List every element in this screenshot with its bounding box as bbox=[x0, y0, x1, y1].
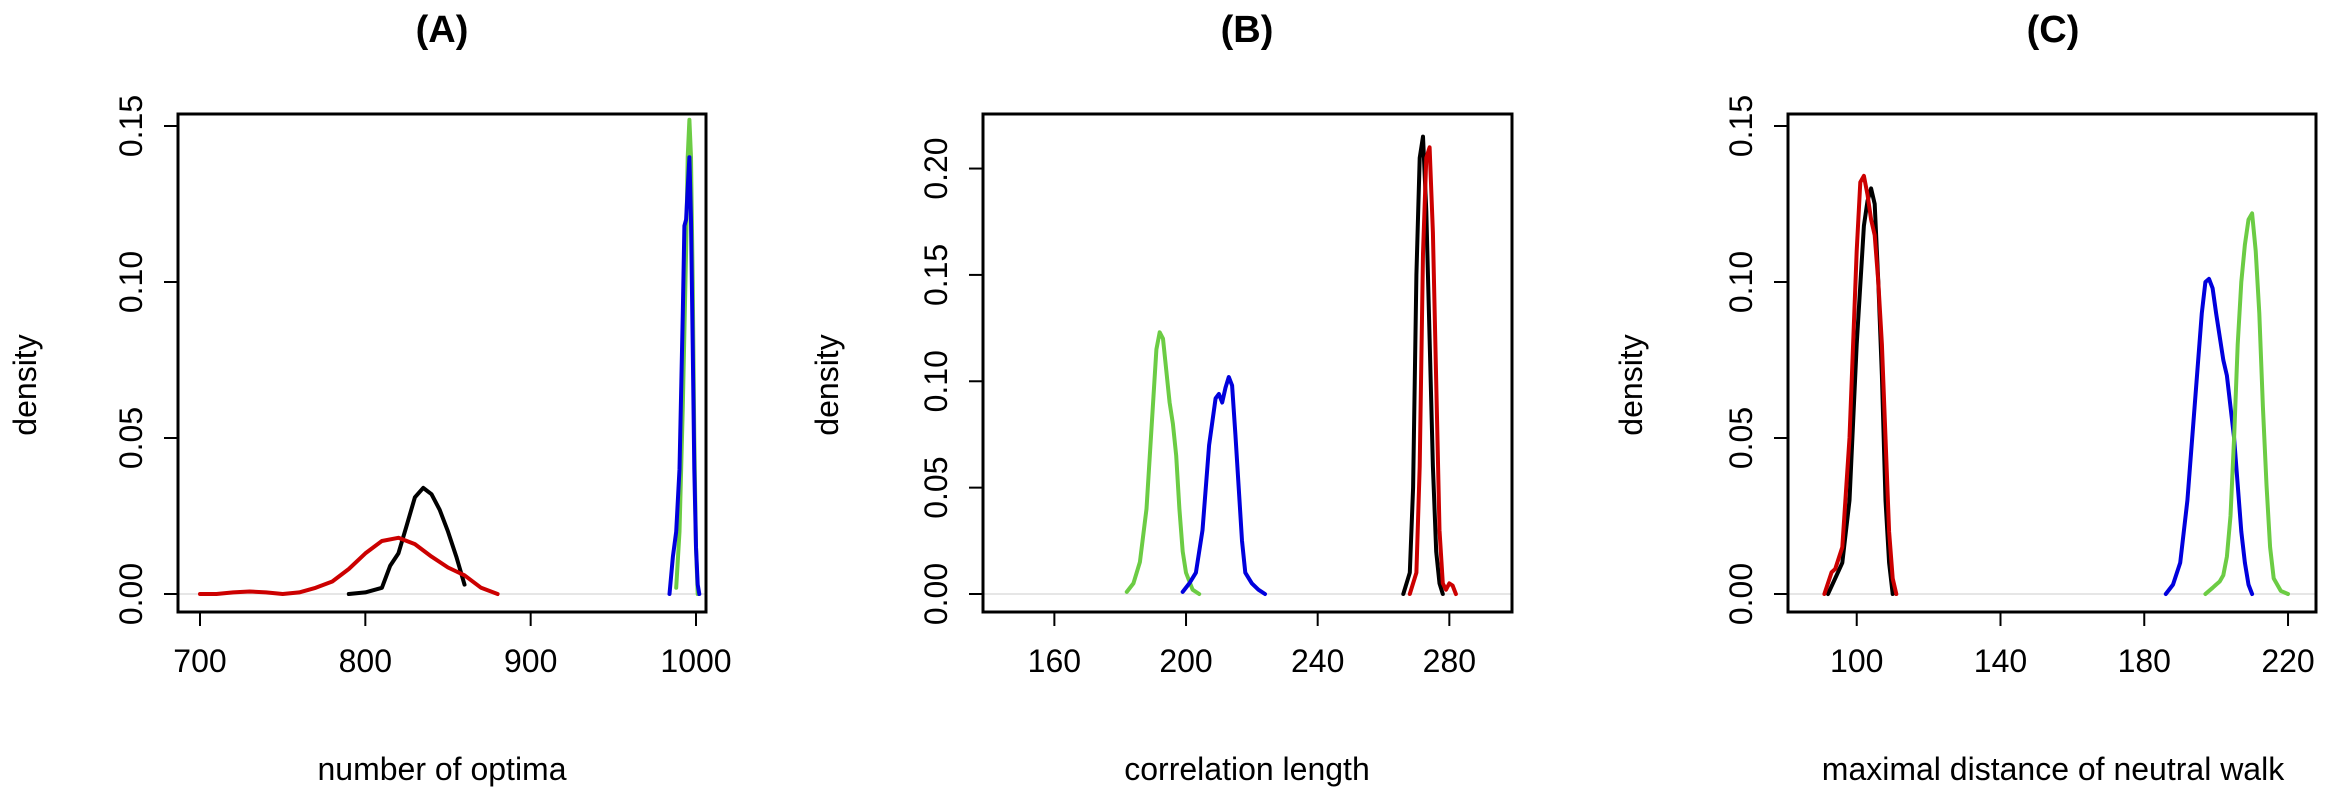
density-curve bbox=[1124, 330, 1202, 596]
y-tick-label: 0.15 bbox=[918, 244, 954, 306]
y-axis-label: density bbox=[1613, 334, 1649, 435]
panel-c: (C) density maximal distance of neutral … bbox=[1613, 9, 2318, 787]
plot-frame bbox=[1786, 112, 2318, 614]
y-tick-label: 0.00 bbox=[1723, 563, 1759, 625]
y-tick-label: 0.05 bbox=[113, 407, 149, 469]
x-tick-label: 800 bbox=[339, 643, 392, 679]
x-axis-label: number of optima bbox=[317, 751, 566, 787]
x-tick-label: 220 bbox=[2261, 643, 2314, 679]
x-tick-label: 200 bbox=[1159, 643, 1212, 679]
panel-title: (A) bbox=[416, 9, 469, 51]
x-tick-label: 160 bbox=[1028, 643, 1081, 679]
y-tick-label: 0.10 bbox=[918, 350, 954, 412]
x-tick-label: 1000 bbox=[660, 643, 731, 679]
density-curve bbox=[1180, 375, 1267, 596]
y-tick-label: 0.05 bbox=[1723, 407, 1759, 469]
x-tick-label: 240 bbox=[1291, 643, 1344, 679]
plot-frame bbox=[981, 112, 1514, 614]
y-tick-label: 0.20 bbox=[918, 137, 954, 199]
panel-b: (B) density correlation length 160 200 240… bbox=[809, 9, 1514, 787]
y-tick-label: 0.15 bbox=[113, 95, 149, 157]
density-curve bbox=[198, 535, 500, 596]
plot-frame bbox=[176, 112, 708, 614]
plot-area: 700 800 900 1000 0.00 0.05 0.10 0.15 bbox=[113, 95, 732, 679]
y-tick-label: 0.15 bbox=[1723, 95, 1759, 157]
y-tick-label: 0.10 bbox=[1723, 251, 1759, 313]
y-axis-label: density bbox=[809, 334, 845, 435]
panel-title: (C) bbox=[2027, 9, 2080, 51]
density-curve bbox=[1407, 145, 1458, 596]
density-curve bbox=[346, 485, 467, 596]
x-tick-label: 700 bbox=[173, 643, 226, 679]
density-curve bbox=[667, 155, 702, 596]
x-tick-label: 280 bbox=[1423, 643, 1476, 679]
y-tick-label: 0.00 bbox=[918, 563, 954, 625]
x-tick-label: 180 bbox=[2118, 643, 2171, 679]
x-axis-label: maximal distance of neutral walk bbox=[1822, 751, 2285, 787]
y-axis-label: density bbox=[7, 334, 43, 435]
panel-a: (A) density number of optima 700 800 900 10… bbox=[7, 9, 732, 787]
plot-area: 160 200 240 280 0.00 0.05 0.10 0.15 0.20 bbox=[918, 112, 1514, 679]
y-tick-label: 0.00 bbox=[113, 563, 149, 625]
x-tick-label: 140 bbox=[1974, 643, 2027, 679]
panel-title: (B) bbox=[1221, 9, 1274, 51]
density-curve bbox=[2203, 211, 2290, 596]
density-curve bbox=[2163, 276, 2255, 596]
y-tick-label: 0.10 bbox=[113, 251, 149, 313]
plot-area: 100 140 180 220 0.00 0.05 0.10 0.15 bbox=[1723, 95, 2318, 679]
density-curve bbox=[1822, 173, 1899, 596]
x-tick-label: 100 bbox=[1830, 643, 1883, 679]
x-axis-label: correlation length bbox=[1124, 751, 1369, 787]
x-tick-label: 900 bbox=[504, 643, 557, 679]
y-tick-label: 0.05 bbox=[918, 456, 954, 518]
